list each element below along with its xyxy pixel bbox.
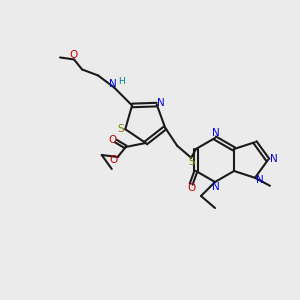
Text: N: N (256, 175, 264, 185)
Text: O: O (110, 155, 118, 165)
Text: N: N (270, 154, 278, 164)
Text: O: O (109, 135, 117, 145)
Text: N: N (212, 182, 220, 192)
Text: O: O (187, 183, 195, 193)
Text: H: H (118, 77, 124, 86)
Text: O: O (69, 50, 77, 61)
Text: N: N (109, 80, 117, 89)
Text: N: N (157, 98, 165, 108)
Text: N: N (212, 128, 220, 138)
Text: S: S (189, 157, 196, 167)
Text: S: S (117, 124, 124, 134)
